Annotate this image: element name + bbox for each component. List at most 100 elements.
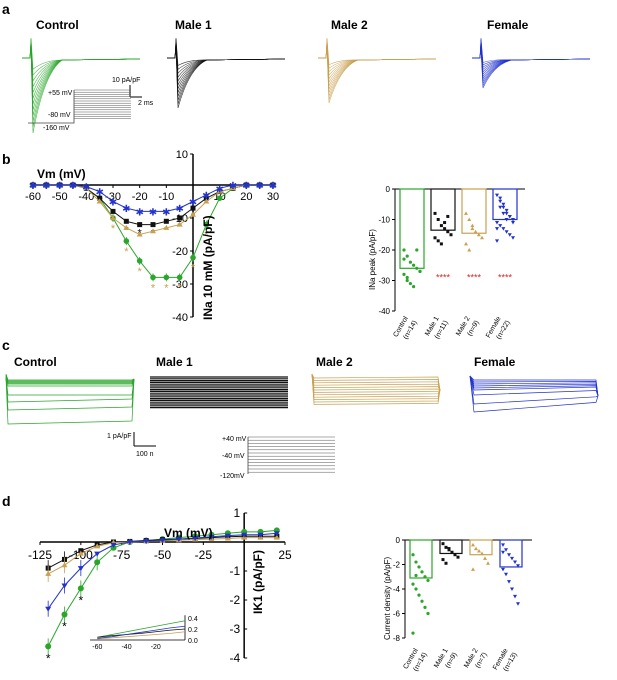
sodium-trace-control: [22, 46, 141, 122]
d-density-point: [501, 567, 505, 572]
d-inset-line-control: [97, 620, 186, 638]
b-peak-point: [504, 218, 509, 222]
d-density-point: [501, 550, 505, 555]
b-iv-significance-star: *: [191, 263, 196, 275]
d-iv-significance-star: *: [46, 651, 51, 665]
b-iv-x-tick-label: -30: [105, 191, 121, 203]
d-iv-point-female: [126, 540, 133, 545]
sodium-trace-male2: [318, 40, 437, 76]
d-iv-point-female: [159, 538, 166, 544]
d-density-point: [516, 602, 520, 606]
sodium-trace-male1: [167, 38, 286, 70]
sodium-trace-female: [472, 48, 591, 89]
d-density-point: [444, 545, 448, 549]
b-peak-point: [436, 239, 440, 243]
d-iv-y-tick-label: -2: [229, 593, 240, 607]
b-iv-significance-star: *: [204, 230, 209, 242]
d-iv-x-tick-label: -125: [28, 548, 52, 562]
b-iv-point-male2: [230, 185, 236, 191]
d-density-point: [513, 594, 517, 599]
b-peak-y-tick-label: 0: [386, 185, 391, 194]
sodium-trace-male1: [167, 41, 286, 82]
d-iv-point-female: [208, 534, 215, 540]
d-iv-point-female: [192, 535, 199, 541]
ik1-trace-control: [5, 373, 135, 381]
d-density-bar-female: [499, 539, 523, 568]
sodium-trace-female: [472, 39, 591, 68]
d-iv-point-female: [94, 551, 101, 557]
scale-bar-y-label-a: 10 pA/pF: [112, 77, 140, 84]
b-peak-point: [498, 199, 503, 204]
protocol-label-low-a: -160 mV: [43, 125, 70, 132]
trace-title-male2-a: Male 2: [331, 18, 368, 32]
b-peak-point: [415, 266, 419, 270]
trace-title-male1-c: Male 1: [156, 355, 193, 369]
scale-bar-a: [129, 85, 142, 98]
b-peak-point: [439, 224, 443, 228]
b-peak-point: [504, 211, 509, 216]
b-iv-point-male2: [83, 185, 90, 191]
b-peak-y-tick-label: -10: [378, 216, 390, 225]
b-iv-significance-star: *: [191, 211, 196, 223]
trace-title-male1-a: Male 1: [175, 18, 212, 32]
b-iv-y-axis-label: INa 10 mM (pA/pF): [201, 215, 215, 320]
ik1-trace-female: [469, 375, 599, 405]
ik1-trace-control: [5, 378, 135, 425]
b-iv-x-tick-label: -20: [132, 191, 148, 203]
scale-bar-x-label-a: 2 ms: [138, 100, 154, 107]
sodium-trace-female: [472, 40, 591, 71]
b-peak-significance: ****: [467, 273, 482, 283]
sodium-trace-male1: [167, 43, 286, 89]
b-peak-y-tick-label: -40: [378, 307, 390, 316]
d-inset-x-tick-label: -40: [121, 644, 131, 651]
b-iv-point-male1: [97, 195, 103, 201]
sodium-trace-male1: [167, 39, 286, 74]
b-peak-point: [504, 230, 509, 234]
sodium-trace-control: [22, 48, 141, 134]
b-peak-point: [511, 218, 515, 222]
d-density-point: [507, 553, 511, 557]
b-peak-bar-male2: [461, 188, 487, 234]
sodium-iv-chart: -60-50-40-30-20-1010203010-10-20-30-40**…: [25, 149, 279, 324]
ik1-trace-female: [469, 375, 599, 413]
b-iv-point-female: ✱: [69, 181, 77, 192]
d-density-point: [444, 561, 448, 565]
d-density-point: [426, 578, 430, 583]
b-iv-point-male2: [150, 228, 156, 234]
d-iv-x-tick-label: 25: [278, 548, 292, 562]
d-density-y-tick-label: -8: [393, 634, 401, 643]
sodium-trace-female: [472, 47, 591, 87]
b-peak-point: [470, 226, 475, 231]
b-iv-point-female: ✱: [242, 181, 250, 192]
sodium-trace-control: [22, 38, 141, 76]
b-peak-bar-control: [399, 188, 425, 269]
b-iv-point-male2: [110, 215, 116, 220]
d-density-point: [411, 631, 415, 635]
d-density-y-tick-label: -2: [393, 561, 401, 570]
d-density-point: [504, 572, 508, 577]
b-iv-point-male1: [190, 205, 196, 211]
b-iv-significance-star: *: [124, 246, 129, 258]
b-iv-x-tick-label: 20: [240, 191, 252, 203]
d-iv-point-female: [273, 531, 280, 537]
sodium-trace-male2: [318, 38, 437, 69]
b-peak-point: [495, 193, 499, 198]
b-iv-point-female: ✱: [122, 204, 130, 215]
d-density-point: [417, 593, 421, 597]
b-iv-point-female: ✱: [202, 191, 210, 202]
scale-bar-c: [133, 432, 156, 447]
b-iv-significance-star: *: [138, 266, 143, 278]
b-iv-line-female: [33, 184, 273, 212]
ik1-trace-male2: [311, 373, 441, 405]
b-iv-point-male1: [203, 195, 209, 201]
d-iv-point-female: [143, 539, 150, 545]
b-iv-point-male2: [203, 198, 210, 204]
sodium-trace-male1: [167, 48, 286, 109]
d-density-point: [417, 565, 421, 569]
sodium-trace-male2: [318, 39, 437, 73]
d-density-point: [441, 542, 445, 546]
b-peak-y-tick-label: -20: [378, 246, 390, 255]
sodium-trace-male2: [318, 47, 437, 100]
ik1-trace-female: [469, 375, 599, 397]
d-density-point: [477, 549, 481, 553]
